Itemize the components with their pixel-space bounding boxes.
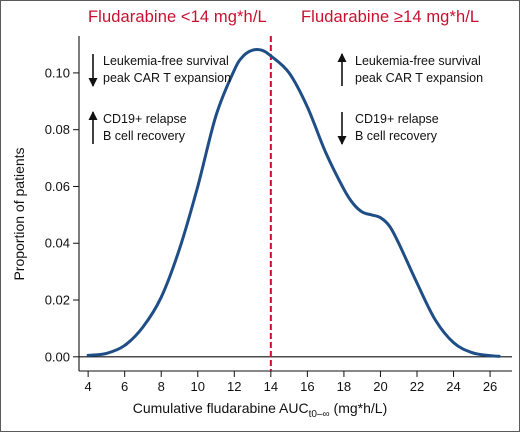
y-axis-title: Proportion of patients bbox=[11, 147, 27, 280]
y-tick-label: 0.00 bbox=[45, 349, 70, 364]
y-tick-label: 0.06 bbox=[45, 179, 70, 194]
x-tick-label: 12 bbox=[227, 379, 241, 394]
annotation-text-right: peak CAR T expansion bbox=[355, 71, 483, 85]
annotation-arrow-right-down-head bbox=[337, 136, 347, 145]
header-label-left: Fludarabine <14 mg*h/L bbox=[88, 8, 267, 26]
annotation-arrow-right-up bbox=[337, 53, 347, 86]
x-tick-label: 18 bbox=[337, 379, 351, 394]
x-axis-title-subscript: t0–∞ bbox=[308, 408, 330, 420]
y-tick-label: 0.02 bbox=[45, 293, 70, 308]
annotation-text-left: peak CAR T expansion bbox=[103, 71, 231, 85]
x-tick-label: 14 bbox=[264, 379, 278, 394]
annotation-text-right: B cell recovery bbox=[355, 129, 438, 143]
annotation-text-left: Leukemia-free survival bbox=[103, 54, 229, 68]
annotation-text-right: Leukemia-free survival bbox=[355, 54, 481, 68]
annotation-arrow-left-up-head bbox=[88, 111, 98, 120]
annotation-arrow-left-up bbox=[88, 111, 98, 144]
annotation-arrow-left-down-head bbox=[88, 78, 98, 87]
x-axis-title-unit: (mg*h/L) bbox=[329, 400, 388, 416]
x-tick-label: 22 bbox=[410, 379, 424, 394]
annotation-text-left: CD19+ relapse bbox=[103, 112, 187, 126]
annotation-arrow-right-up-head bbox=[337, 53, 347, 62]
x-tick-label: 8 bbox=[158, 379, 165, 394]
annotation-arrow-right-down bbox=[337, 112, 347, 145]
y-tick-label: 0.08 bbox=[45, 122, 70, 137]
x-tick-label: 24 bbox=[446, 379, 460, 394]
annotation-text-right: CD19+ relapse bbox=[355, 112, 439, 126]
annotation-text-left: B cell recovery bbox=[103, 129, 186, 143]
plot-area: 0.00 0.02 0.04 0.06 0.08 0.10 4 6 8 10 12 14 16 18 20 2… bbox=[45, 36, 512, 394]
x-tick-label: 10 bbox=[191, 379, 205, 394]
x-tick-label: 26 bbox=[483, 379, 497, 394]
header-label-right: Fludarabine ≥14 mg*h/L bbox=[301, 8, 480, 26]
y-tick-label: 0.04 bbox=[45, 236, 70, 251]
x-tick-label: 6 bbox=[121, 379, 128, 394]
density-curve bbox=[86, 47, 501, 358]
y-tick-label: 0.10 bbox=[45, 65, 70, 80]
annotation-arrow-left-down bbox=[88, 54, 98, 87]
x-tick-label: 16 bbox=[300, 379, 314, 394]
x-tick-label: 20 bbox=[373, 379, 387, 394]
x-axis-title: Cumulative fludarabine AUCt0–∞ (mg*h/L) bbox=[0, 400, 520, 420]
x-axis-title-main: Cumulative fludarabine AUC bbox=[132, 400, 309, 416]
x-tick-label: 4 bbox=[85, 379, 92, 394]
